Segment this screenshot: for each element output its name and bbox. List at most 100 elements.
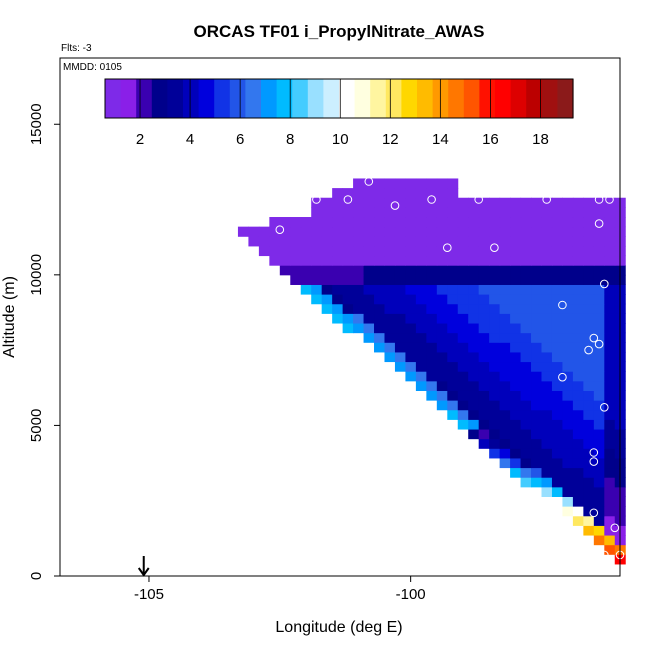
heatmap-cell [353,323,365,334]
heatmap-cell [311,255,323,266]
heatmap-cell [237,226,249,237]
heatmap-cell [572,303,584,314]
heatmap-cell [258,236,270,247]
heatmap-cell [426,361,438,372]
colorbar-tick-label: 16 [482,131,499,148]
heatmap-cell [499,429,511,440]
x-axis: -105 -100 [134,576,426,603]
heatmap-cell [384,332,396,343]
heatmap-cell [426,323,438,334]
heatmap-cell [541,409,553,420]
heatmap-cell [457,294,469,305]
heatmap-cell [551,400,563,411]
heatmap-cell [499,226,511,237]
heatmap-cell [562,477,574,488]
heatmap-cell [583,303,595,314]
heatmap-cell [520,236,532,247]
heatmap-cell [447,409,459,420]
heatmap-cell [426,380,438,391]
heatmap-cell [468,284,480,295]
heatmap-cell [562,486,574,497]
heatmap-cell [353,226,365,237]
heatmap-cell [447,265,459,276]
heatmap-cell [478,380,490,391]
heatmap-cell [279,236,291,247]
heatmap-cell [415,265,427,276]
heatmap-cell [405,274,417,285]
heatmap-cell [489,303,501,314]
heatmap-cell [520,448,532,459]
heatmap-cell [593,409,605,420]
heatmap-cell [510,284,522,295]
heatmap-cell [520,457,532,469]
heatmap-cell [572,361,584,372]
heatmap-cell [489,274,501,285]
heatmap-cell [342,323,354,334]
heatmap-cell [394,274,406,285]
heatmap-cell [457,236,469,247]
heatmap-cell [447,284,459,295]
heatmap-cell [363,332,375,343]
heatmap-cell [426,207,438,218]
heatmap-cell [541,400,553,411]
heatmap-cell [583,390,595,401]
heatmap-cell [499,303,511,314]
heatmap-cell [279,226,291,237]
heatmap-cell [374,284,385,295]
flight-point [327,156,337,165]
y-axis: 0 5000 10000 15000 [28,103,60,580]
heatmap-cell [332,265,344,276]
flight-point [542,195,552,204]
heatmap-cell [572,457,584,469]
heatmap-cell [531,245,542,257]
heatmap-cell [572,255,584,266]
heatmap-cell [478,313,490,324]
heatmap-cell [384,284,396,295]
heatmap-cell [583,255,595,266]
heatmap-cell [311,245,323,257]
heatmap-cell [405,294,417,305]
colorbar-frame [104,78,574,119]
heatmap-cell [541,486,553,497]
heatmap-cell [436,342,448,353]
heatmap-cell [363,303,375,314]
heatmap-cell [384,313,396,324]
heatmap-cell [332,217,344,228]
heatmap-cell [384,303,396,314]
heatmap-cell [290,226,302,237]
heatmap-cell [583,486,595,497]
heatmap-cell [447,245,459,257]
heatmap-cell [405,371,417,382]
heatmap-cell [478,400,490,411]
heatmap-cell [604,457,616,469]
heatmap-cell [374,178,385,189]
heatmap-cell [489,448,501,459]
heatmap-cell [332,236,344,247]
heatmap-cell [468,380,480,391]
heatmap-cell [415,178,427,189]
heatmap-cell [468,419,480,430]
heatmap-cell [593,457,605,469]
heatmap-cell [499,294,511,305]
heatmap-cell [478,323,490,334]
heatmap-cell [478,332,490,343]
heatmap-cell [457,419,469,430]
heatmap-cell [405,217,417,228]
heatmap-cell [551,419,563,430]
heatmap-cell [604,342,616,353]
heatmap-cell [520,419,532,430]
heatmap-cell [562,274,574,285]
heatmap-cell [384,245,396,257]
heatmap-cell [520,380,532,391]
heatmap-cell [531,448,542,459]
heatmap-cell [332,274,344,285]
heatmap-cell [415,245,427,257]
colorbar-tick-label: 2 [136,131,144,148]
heatmap-cell [468,409,480,420]
heatmap-cell [478,409,490,420]
heatmap-cell [311,284,323,295]
colorbar-tick-label: 10 [332,131,349,148]
heatmap-cell [510,400,522,411]
heatmap-cell [572,274,584,285]
x-tick-label: -105 [134,586,164,603]
